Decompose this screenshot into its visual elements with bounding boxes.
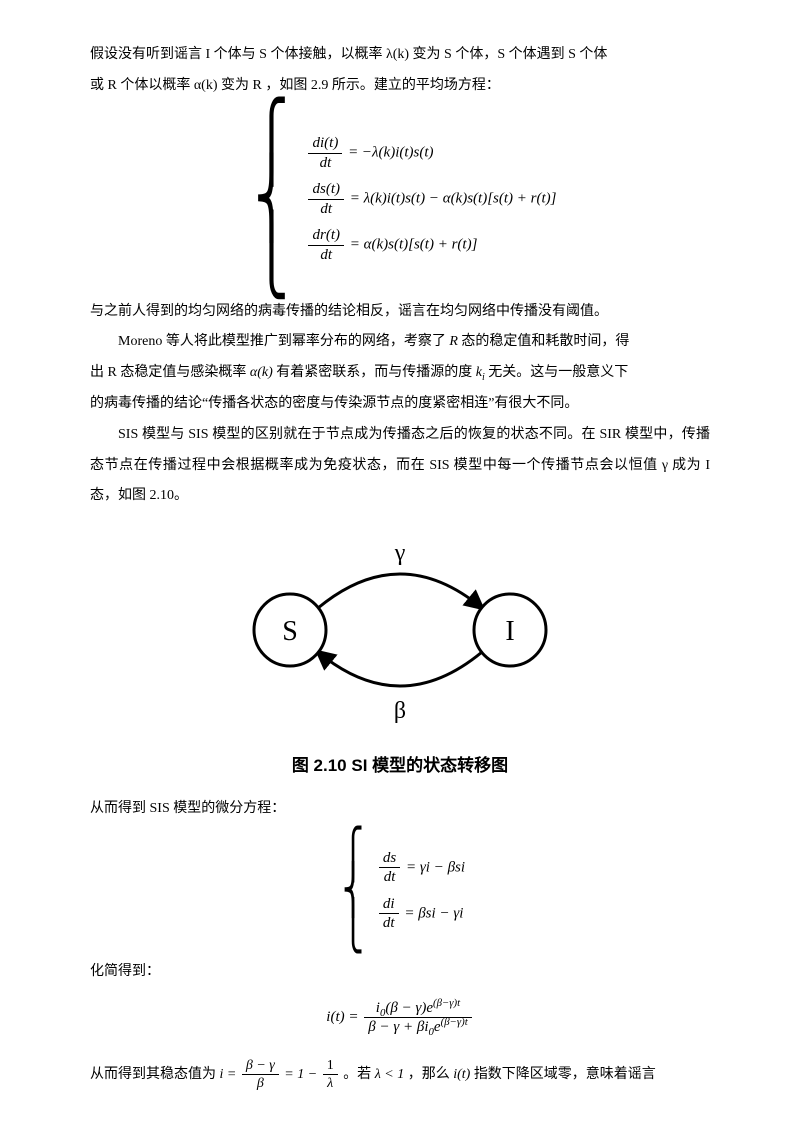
- edge-top-label: γ: [394, 540, 406, 566]
- paragraph-6: 的病毒传播的结论“传播各状态的密度与传染源节点的度紧密相连”有很大不同。: [90, 389, 710, 420]
- paragraph-9: 化简得到：: [90, 957, 710, 988]
- node-i-label: I: [505, 616, 514, 647]
- si-diagram-svg: S I γ β: [210, 530, 590, 730]
- paragraph-5: 出 R 态稳定值与感染概率 α(k) 有着紧密联系，而与传播源的度 ki 无关。…: [90, 358, 710, 389]
- equation-3: i(t) = i0(β − γ)e(β−γ)t β − γ + βi0e(β−γ…: [90, 1000, 710, 1036]
- paragraph-1: 假设没有听到谣言 I 个体与 S 个体接触，以概率 λ(k) 变为 S 个体，S…: [90, 40, 710, 71]
- paragraph-3: 与之前人得到的均匀网络的病毒传播的结论相反，谣言在均匀网络中传播没有阈值。: [90, 297, 710, 328]
- figure-caption: 图 2.10 SI 模型的状态转移图: [90, 751, 710, 776]
- edge-bottom-label: β: [394, 698, 406, 724]
- state-diagram: S I γ β: [90, 530, 710, 735]
- equation-system-2: ⎧⎨⎩ dsdt = γi − βsi didt = βsi − γi: [90, 837, 710, 945]
- paragraph-4: Moreno 等人将此模型推广到幂率分布的网络，考察了 R 态的稳定值和耗散时间…: [90, 327, 710, 358]
- paragraph-7: SIS 模型与 SIS 模型的区别就在于节点成为传播态之后的恢复的状态不同。在 …: [90, 420, 710, 512]
- paragraph-10: 从而得到其稳态值为 i = β − γβ = 1 − 1λ 。若 λ < 1 ，…: [90, 1058, 710, 1092]
- node-s-label: S: [282, 616, 298, 647]
- page: 假设没有听到谣言 I 个体与 S 个体接触，以概率 λ(k) 变为 S 个体，S…: [0, 0, 800, 1132]
- paragraph-2: 或 R 个体以概率 α(k) 变为 R ，如图 2.9 所示。建立的平均场方程：: [90, 71, 710, 102]
- paragraph-8: 从而得到 SIS 模型的微分方程：: [90, 794, 710, 825]
- equation-system-1: ⎧⎨⎩ di(t)dt = −λ(k)i(t)s(t) ds(t)dt = λ(…: [90, 114, 710, 285]
